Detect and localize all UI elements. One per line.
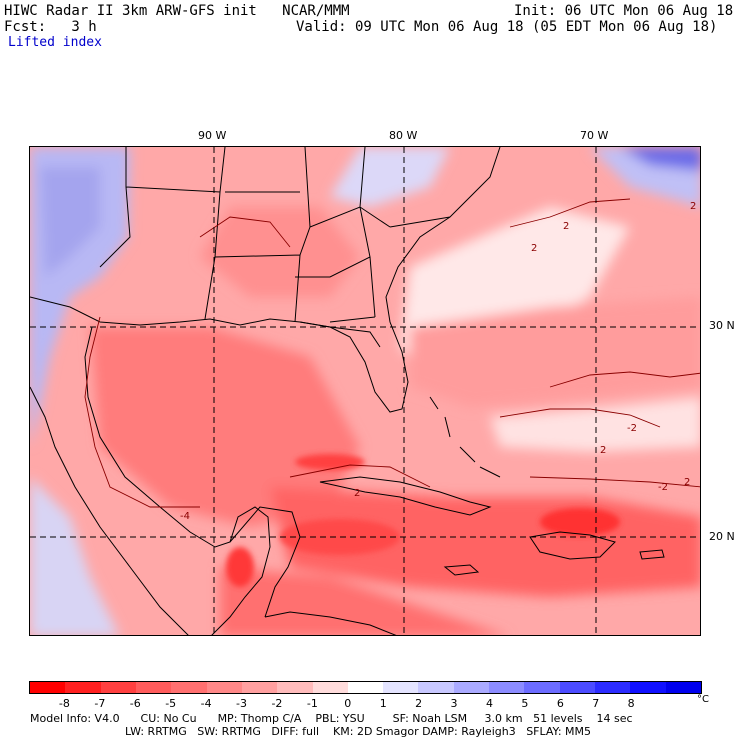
colorbar bbox=[29, 681, 702, 694]
colorbar-tick-label: -6 bbox=[129, 697, 141, 710]
contour-label-3: 2 bbox=[690, 201, 696, 212]
colorbar-tick-label: -7 bbox=[94, 697, 106, 710]
colorbar-tick-label: 6 bbox=[556, 697, 564, 710]
lifted-index-map: 2 2 2 -2 2 -2 2 2 -4 bbox=[30, 147, 700, 635]
contour-label-4: -2 bbox=[627, 423, 637, 434]
contour-label-9: -4 bbox=[180, 511, 190, 522]
forecast-hour: Fcst: 3 h bbox=[4, 19, 97, 35]
strong-cell-3 bbox=[226, 547, 254, 587]
colorbar-unit: °C bbox=[697, 694, 709, 705]
colorbar-swatch bbox=[595, 682, 631, 693]
unstable-core-south bbox=[220, 567, 504, 635]
unstable-core-gulf bbox=[90, 327, 360, 527]
colorbar-tick-label: -5 bbox=[165, 697, 177, 710]
model-info-line2: LW: RRTMG SW: RRTMG DIFF: full KM: 2D Sm… bbox=[125, 725, 591, 738]
state-borders bbox=[99, 147, 451, 323]
contour-label-8: 2 bbox=[354, 488, 360, 499]
stable-region-west-core bbox=[40, 167, 100, 277]
map-panel: 2 2 2 -2 2 -2 2 2 -4 bbox=[29, 146, 701, 636]
hispaniola bbox=[529, 531, 616, 560]
colorbar-tick-label: -3 bbox=[236, 697, 247, 710]
colorbar-swatch bbox=[418, 682, 454, 693]
colorbar-swatch bbox=[559, 682, 595, 693]
colorbar-swatch bbox=[171, 682, 207, 693]
colorbar-swatch bbox=[65, 682, 101, 693]
colorbar-tick-label: 7 bbox=[592, 697, 600, 710]
contour-line-1 bbox=[549, 371, 700, 388]
valid-time: Valid: 09 UTC Mon 06 Aug 18 (05 EDT Mon … bbox=[296, 19, 718, 35]
run-title: HIWC Radar II 3km ARW-GFS init NCAR/MMM bbox=[4, 3, 350, 19]
puerto-rico bbox=[639, 549, 665, 560]
strong-cell-1 bbox=[540, 508, 620, 536]
unstable-region-atlantic-belt bbox=[410, 297, 700, 407]
colorbar-tick-label: 5 bbox=[521, 697, 529, 710]
colorbar-tick-label: 0 bbox=[344, 697, 352, 710]
florida-panhandle bbox=[299, 321, 381, 348]
cuba bbox=[319, 476, 492, 516]
stable-region-sw bbox=[30, 477, 119, 635]
colorbar-tick-label: -4 bbox=[200, 697, 212, 710]
colorbar-tick-label: -8 bbox=[58, 697, 70, 710]
strong-cell-4 bbox=[295, 454, 365, 470]
jamaica bbox=[443, 564, 480, 576]
colorbar-swatch bbox=[241, 682, 278, 693]
contour-label-5: 2 bbox=[600, 445, 606, 456]
colorbar-swatch bbox=[135, 682, 172, 693]
contour-line-3 bbox=[529, 476, 700, 488]
contour-line-6 bbox=[289, 464, 431, 488]
lon-label-90w: 90 W bbox=[198, 129, 227, 142]
colorbar-swatch bbox=[30, 682, 66, 693]
colorbar-swatch bbox=[347, 682, 384, 693]
stable-region-north bbox=[330, 147, 450, 207]
contour-label-2: 2 bbox=[531, 243, 537, 254]
colorbar-swatch bbox=[453, 682, 490, 693]
field-name: Lifted index bbox=[8, 35, 102, 50]
unstable-region-southeast bbox=[200, 207, 360, 297]
us-gulf-coast bbox=[30, 147, 501, 413]
contour-line-7 bbox=[199, 216, 291, 248]
contour-line-4 bbox=[509, 198, 631, 228]
central-america-coast bbox=[264, 611, 397, 635]
contour-label-7: 2 bbox=[684, 477, 690, 488]
colorbar-swatch bbox=[100, 682, 136, 693]
colorbar-swatch bbox=[665, 682, 701, 693]
contour-line-2 bbox=[499, 408, 661, 428]
lat-label-20n: 20 N bbox=[709, 530, 735, 543]
lat-label-30n: 30 N bbox=[709, 319, 735, 332]
colorbar-tick-label: -1 bbox=[306, 697, 318, 710]
colorbar-tick-label: 2 bbox=[415, 697, 423, 710]
lon-label-70w: 70 W bbox=[580, 129, 609, 142]
model-info-line1: Model Info: V4.0 CU: No Cu MP: Thomp C/A… bbox=[30, 712, 633, 725]
contour-line-5 bbox=[84, 316, 200, 508]
colorbar-tick-label: 8 bbox=[627, 697, 635, 710]
mexico-pacific-coast bbox=[30, 386, 189, 635]
colorbar-tick-label: 3 bbox=[450, 697, 458, 710]
colorbar-swatch bbox=[630, 682, 666, 693]
colorbar-swatch bbox=[524, 682, 560, 693]
contour-label-6: -2 bbox=[658, 482, 668, 493]
colorbar-swatch bbox=[383, 682, 419, 693]
colorbar-tick-label: 1 bbox=[379, 697, 387, 710]
colorbar-tick-label: 4 bbox=[485, 697, 493, 710]
colorbar-swatch bbox=[489, 682, 525, 693]
neutral-region-band bbox=[490, 397, 700, 452]
lon-label-80w: 80 W bbox=[389, 129, 418, 142]
init-time: Init: 06 UTC Mon 06 Aug 18 bbox=[514, 3, 734, 19]
colorbar-swatch bbox=[277, 682, 313, 693]
colorbar-swatch bbox=[312, 682, 348, 693]
bahamas bbox=[429, 396, 501, 478]
contour-label-1: 2 bbox=[563, 221, 569, 232]
stable-region-northeast-core bbox=[620, 147, 700, 171]
colorbar-swatch bbox=[206, 682, 242, 693]
colorbar-tick-label: -2 bbox=[271, 697, 283, 710]
